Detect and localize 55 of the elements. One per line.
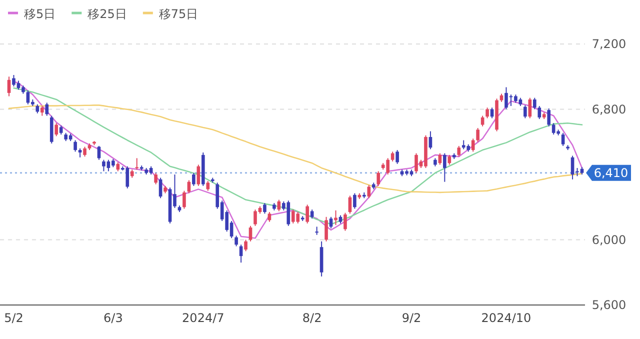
candlestick bbox=[135, 158, 139, 170]
candlestick bbox=[83, 146, 86, 158]
x-tick-label: 8/2 bbox=[302, 311, 322, 325]
candlestick bbox=[234, 235, 238, 247]
candlestick bbox=[158, 177, 162, 199]
candlestick bbox=[196, 164, 200, 186]
candlestick bbox=[353, 192, 356, 210]
y-tick-label: 5,600 bbox=[592, 298, 626, 312]
candlestick bbox=[443, 152, 446, 182]
candlestick bbox=[40, 105, 44, 116]
y-tick-label: 6,800 bbox=[592, 102, 626, 116]
candlestick bbox=[476, 128, 480, 142]
candlestick bbox=[528, 97, 532, 119]
candlestick bbox=[471, 138, 475, 152]
candlestick bbox=[248, 225, 252, 242]
candlestick bbox=[334, 210, 338, 226]
x-tick-label: 2024/7 bbox=[182, 311, 224, 325]
candlestick bbox=[263, 202, 266, 214]
y-tick-label: 6,000 bbox=[592, 232, 626, 247]
candlestick bbox=[561, 132, 565, 146]
candlestick bbox=[206, 180, 210, 192]
candlestick bbox=[54, 122, 58, 137]
ref-line-label: 6,410 bbox=[594, 166, 628, 180]
candlestick bbox=[376, 170, 380, 186]
candlestick bbox=[45, 102, 49, 116]
candlestick bbox=[154, 172, 158, 185]
y-tick-label: 7,200 bbox=[592, 37, 626, 51]
candlestick bbox=[182, 190, 186, 210]
candlestick bbox=[268, 212, 272, 222]
candlestick bbox=[396, 150, 399, 164]
x-tick-label: 6/3 bbox=[104, 311, 123, 325]
candlestick bbox=[538, 105, 542, 120]
candlestick bbox=[315, 226, 318, 236]
x-tick-label: 2024/10 bbox=[481, 311, 532, 325]
candlestick bbox=[547, 108, 551, 127]
x-tick-label: 5/2 bbox=[4, 311, 24, 325]
candlestick bbox=[7, 76, 11, 97]
candlestick bbox=[532, 97, 536, 110]
candlestick bbox=[324, 216, 328, 242]
candlestick bbox=[486, 107, 489, 119]
x-tick-label: 9/2 bbox=[402, 311, 422, 325]
line-series bbox=[8, 104, 583, 194]
candlestick bbox=[448, 154, 452, 166]
candlestick bbox=[74, 140, 77, 152]
candlestick bbox=[192, 172, 196, 186]
candlestick bbox=[306, 204, 309, 224]
legend-label: 移25日 bbox=[88, 7, 127, 21]
candlestick bbox=[524, 104, 527, 119]
candlestick bbox=[367, 184, 371, 199]
candlestick bbox=[457, 145, 461, 158]
legend-label: 移75日 bbox=[158, 7, 198, 21]
candlestick bbox=[244, 239, 248, 252]
candlestick bbox=[344, 212, 347, 232]
legend-label: 移5日 bbox=[24, 7, 56, 21]
candlestick bbox=[390, 151, 394, 162]
